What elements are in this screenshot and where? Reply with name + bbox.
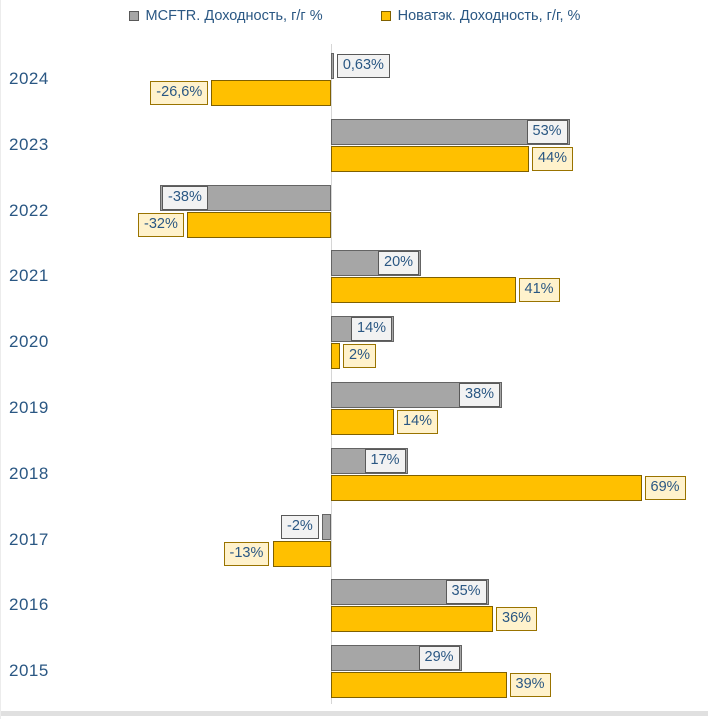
- category-label-2015: 2015: [9, 661, 49, 681]
- data-label-mcftr-2017: -2%: [281, 514, 319, 539]
- category-label-2019: 2019: [9, 398, 49, 417]
- bar-novatek-2022: [187, 211, 331, 238]
- bar-mcftr-2024: [331, 53, 334, 79]
- legend-label-novatek: Новатэк. Доходность, г/г, %: [397, 8, 581, 24]
- category-label-2021: 2021: [9, 266, 49, 286]
- bar-novatek-2023: [331, 145, 529, 172]
- bar-novatek-2024: [211, 80, 331, 106]
- data-label-novatek-2015: 39%: [509, 673, 551, 698]
- data-label-novatek-2024: -26,6%: [150, 81, 209, 105]
- data-label-mcftr-2018: 17%: [364, 448, 406, 473]
- legend-item-mcftr: MCFTR. Доходность, г/г %: [128, 8, 323, 24]
- data-label-novatek-2022: -32%: [138, 212, 184, 237]
- category-label-2022: 2022: [9, 200, 49, 220]
- bar-novatek-2015: [331, 672, 507, 699]
- zero-axis-line: [331, 44, 332, 704]
- category-label-2018: 2018: [9, 463, 49, 483]
- data-label-novatek-2017: -13%: [223, 541, 270, 566]
- data-label-novatek-2019: 14%: [397, 410, 439, 434]
- bar-novatek-2020: [331, 343, 340, 370]
- data-label-novatek-2016: 36%: [496, 607, 538, 632]
- category-label-2016: 2016: [9, 595, 49, 615]
- bar-novatek-2018: [331, 474, 642, 501]
- category-label-2017: 2017: [9, 529, 49, 549]
- data-label-mcftr-2016: 35%: [445, 580, 487, 605]
- category-label-2024: 2024: [9, 69, 49, 88]
- data-label-novatek-2018: 69%: [644, 475, 686, 500]
- mcftr-swatch-icon: [128, 11, 139, 21]
- bar-novatek-2019: [331, 409, 394, 435]
- bar-novatek-2016: [331, 606, 493, 633]
- data-label-mcftr-2019: 38%: [459, 383, 501, 407]
- bar-mcftr-2017: [322, 513, 331, 540]
- bar-novatek-2017: [272, 540, 331, 567]
- data-label-novatek-2020: 2%: [343, 344, 376, 369]
- data-label-mcftr-2024: 0,63%: [336, 54, 390, 78]
- data-label-mcftr-2023: 53%: [526, 119, 568, 144]
- category-label-2020: 2020: [9, 332, 49, 352]
- data-label-mcftr-2021: 20%: [378, 251, 420, 276]
- legend-item-novatek: Новатэк. Доходность, г/г, %: [380, 8, 581, 24]
- bar-novatek-2021: [331, 277, 516, 304]
- data-label-novatek-2023: 44%: [532, 146, 574, 171]
- data-label-mcftr-2015: 29%: [418, 646, 460, 671]
- category-label-2023: 2023: [9, 134, 49, 154]
- novatek-swatch-icon: [380, 11, 391, 21]
- data-label-mcftr-2020: 14%: [351, 317, 393, 342]
- bottom-scroll-strip: [1, 711, 708, 716]
- data-label-novatek-2021: 41%: [518, 278, 560, 303]
- legend-label-mcftr: MCFTR. Доходность, г/г %: [145, 8, 323, 24]
- data-label-mcftr-2022: -38%: [162, 185, 208, 210]
- chart-legend: MCFTR. Доходность, г/г % Новатэк. Доходн…: [1, 8, 708, 24]
